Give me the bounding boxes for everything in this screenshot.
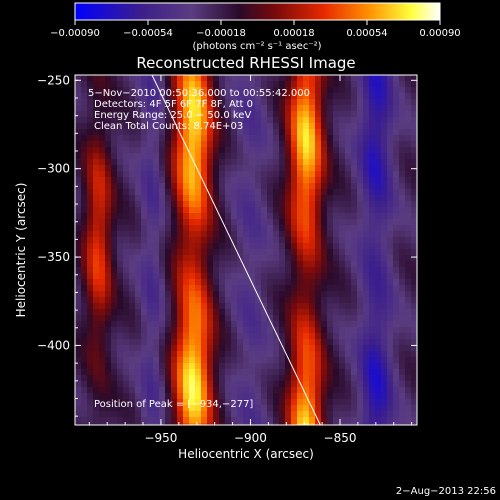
colorbar-tick-label: −0.00054 — [123, 28, 173, 39]
colorbar-tick-label: 0.00090 — [419, 28, 460, 39]
y-axis-label: Heliocentric Y (arcsec) — [14, 183, 28, 318]
colorbar-tick-label: 0.00018 — [273, 28, 314, 39]
colorbar-tick-label: 0.00054 — [346, 28, 387, 39]
x-axis-label: Heliocentric X (arcsec) — [178, 447, 314, 461]
x-tick-label: −950 — [144, 431, 177, 445]
x-axis-ticks: −950 −900 −850 — [88, 75, 413, 445]
colorbar-tick-label: −0.00018 — [196, 28, 246, 39]
colorbar-unit-label: (photons cm⁻² s⁻¹ asec⁻²) — [192, 41, 321, 52]
plot-frame — [74, 74, 418, 426]
heatmap-image — [75, 75, 417, 425]
y-axis-ticks: −250 −300 −350 −400 — [37, 73, 417, 417]
colorbar — [74, 2, 441, 21]
colorbar-tick-label: −0.00090 — [50, 28, 100, 39]
annotation-clean-counts: Clean Total Counts: 8.74E+03 — [94, 121, 243, 132]
x-tick-label: −900 — [234, 431, 267, 445]
annotations: 5−Nov−2010 00:50:36.000 to 00:55:42.000 … — [88, 88, 310, 410]
y-tick-label: −350 — [37, 250, 70, 264]
y-tick-label: −400 — [37, 338, 70, 352]
annotation-detectors: Detectors: 4F 5F 6F 7F 8F, Att 0 — [94, 99, 253, 110]
peak-position-label: Position of Peak = [−934,−277] — [94, 399, 253, 410]
annotation-energy-range: Energy Range: 25.0 − 50.0 keV — [94, 110, 251, 121]
x-tick-label: −850 — [324, 431, 357, 445]
colorbar-ticks: −0.00090 −0.00054 −0.00018 0.00018 0.00054 0.… — [50, 20, 461, 39]
chart-title: Reconstructed RHESSI Image — [136, 54, 355, 72]
limb-line — [151, 75, 321, 425]
annotation-time-range: 5−Nov−2010 00:50:36.000 to 00:55:42.000 — [88, 88, 310, 99]
y-tick-label: −250 — [37, 73, 70, 87]
footer-date: 2−Aug−2013 22:56 — [396, 486, 496, 497]
y-tick-label: −300 — [37, 162, 70, 176]
